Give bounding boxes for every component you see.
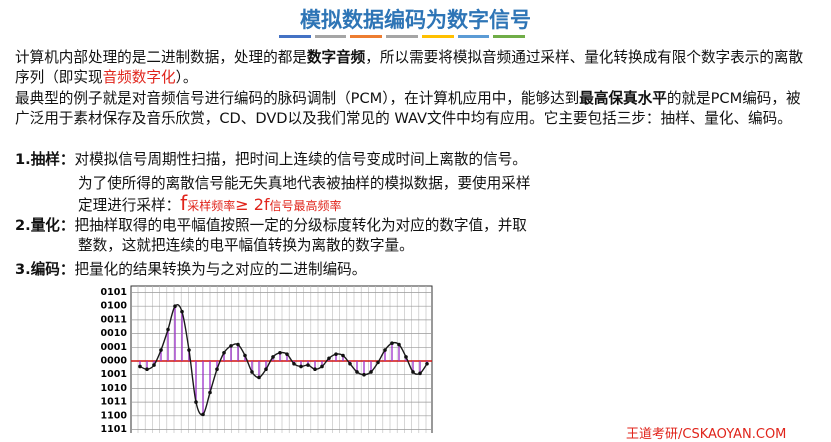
sample-point: [215, 367, 219, 372]
sample-point: [306, 363, 310, 367]
y-tick-label: 0100: [101, 301, 128, 312]
sample-point: [355, 370, 359, 374]
step-1: 1.抽样：对模拟信号周期性扫描，把时间上连续的信号变成时间上离散的信号。: [15, 150, 527, 170]
text: ）。: [175, 68, 198, 86]
bar-segment: [314, 35, 347, 38]
y-tick-label: 1001: [101, 369, 127, 380]
pcm-figure: 0101 0100 0011 0010 0001 0000 1001 1010 1011 1100…: [101, 285, 433, 433]
formula-line: 定理进行采样：f采样频率≥ 2f信号最高频率: [78, 193, 342, 216]
bar-segment: [350, 35, 383, 38]
sample-point: [264, 367, 268, 372]
page: {"title": "模拟数据编码为数字信号", "intro": {"part…: [15, 8, 815, 442]
formula-operator: ≥ 2f: [235, 195, 270, 214]
step-label: 2.量化：: [15, 217, 75, 234]
text: 最典型的例子就是对音频信号进行编码的脉码调制（PCM），在计算机应用中，能够达到: [15, 90, 580, 107]
bar-segment: [493, 35, 526, 38]
sample-point: [278, 350, 282, 355]
y-tick-label: 0001: [101, 342, 127, 353]
step-text-cont: 整数，这就把连续的电平幅值转换为离散的数字量。: [78, 237, 414, 254]
sample-point: [166, 327, 170, 332]
bar-segment: [457, 35, 490, 38]
step-label: 1.抽样：: [15, 151, 75, 168]
y-tick-label: 1101: [101, 424, 127, 433]
sample-point: [285, 352, 289, 356]
intro-paragraph: 计算机内部处理的是二进制数据，处理的都是数字音频，所以需要将模拟音频通过采样、量…: [15, 48, 815, 87]
sample-point: [313, 367, 317, 372]
sample-point: [334, 352, 338, 356]
y-tick-label: 0010: [101, 328, 128, 339]
sample-point: [159, 348, 163, 352]
sample-point: [173, 304, 177, 309]
sample-point: [236, 342, 240, 347]
sample-point: [222, 350, 226, 355]
sample-point: [418, 371, 422, 376]
sample-point: [348, 361, 352, 366]
sample-point: [327, 356, 331, 361]
sample-point: [250, 370, 254, 374]
formula-subscript: 信号最高频率: [269, 199, 342, 213]
sample-point: [390, 341, 394, 345]
y-tick-label: 0011: [101, 314, 127, 325]
formula-lead: 定理进行采样：: [78, 197, 181, 214]
sample-point: [194, 400, 198, 404]
sample-point: [320, 364, 324, 369]
slide: 模拟数据编码为数字信号 计算机内部处理的是二进制数据，处理的都是数字音频，所以需…: [15, 8, 815, 442]
bar-segment: [421, 35, 454, 38]
sample-point: [292, 361, 296, 366]
sample-point: [383, 348, 387, 352]
figure-frame: [130, 285, 433, 433]
text: 计算机内部处理的是二进制数据，处理的都是: [15, 49, 307, 66]
text: ，所以需要将模拟音频通过采样、量化转换成有限个数字表示的离散序列（即实现: [15, 49, 804, 86]
y-tick-label: 0101: [101, 287, 127, 298]
sample-point: [229, 344, 233, 348]
sample-point: [425, 361, 429, 366]
y-tick-label: 0000: [101, 356, 128, 367]
step-text: 对模拟信号周期性扫描，把时间上连续的信号变成时间上离散的信号。: [74, 151, 527, 168]
bold-text: 最高保真水平: [579, 90, 667, 107]
sample-point: [243, 353, 247, 358]
step-text: 把量化的结果转换为与之对应的二进制编码。: [74, 261, 367, 278]
sample-point: [369, 370, 373, 374]
sample-point: [180, 309, 184, 314]
bar-segment: [386, 35, 418, 38]
sample-point: [299, 364, 303, 369]
title-underline: [279, 35, 529, 38]
bar-segment: [279, 35, 311, 38]
sample-point: [187, 348, 191, 352]
bold-text: 数字音频: [306, 49, 366, 66]
sample-point: [138, 364, 142, 369]
sample-point: [257, 375, 261, 380]
y-tick-label: 1100: [101, 410, 128, 421]
formula-symbol: f: [180, 191, 188, 215]
y-tick-label: 1011: [101, 397, 127, 408]
step-2: 2.量化：把抽样取得的电平幅值按照一定的分级标度转化为对应的数字值，并取: [15, 216, 527, 236]
sample-point: [376, 360, 380, 365]
sample-point: [271, 355, 275, 359]
sample-point: [208, 390, 212, 395]
y-tick-label: 1010: [101, 383, 128, 394]
sample-point: [152, 363, 156, 367]
highlight-text: 音频数字化: [102, 68, 176, 86]
slide-title: 模拟数据编码为数字信号: [300, 8, 531, 32]
text: 的就是PCM编码，被广泛用于素材保存及音乐欣赏，CD、DVD以及我们常见的 WA…: [15, 90, 801, 127]
sample-point: [341, 353, 345, 358]
sample-point: [145, 367, 149, 372]
sample-point: [411, 370, 415, 374]
step-3: 3.编码：把量化的结果转换为与之对应的二进制编码。: [15, 260, 366, 280]
step-label: 3.编码：: [15, 261, 75, 278]
formula-subscript: 采样频率: [187, 199, 236, 213]
sample-point: [404, 355, 408, 359]
sample-point: [397, 342, 401, 347]
sample-point: [362, 372, 366, 377]
sample-point: [201, 412, 205, 417]
pcm-paragraph: 最典型的例子就是对音频信号进行编码的脉码调制（PCM），在计算机应用中，能够达到…: [15, 89, 815, 128]
step-text: 把抽样取得的电平幅值按照一定的分级标度转化为对应的数字值，并取: [74, 217, 527, 234]
step-note: 为了使所得的离散信号能无失真地代表被抽样的模拟数据，要使用采样: [78, 175, 531, 192]
